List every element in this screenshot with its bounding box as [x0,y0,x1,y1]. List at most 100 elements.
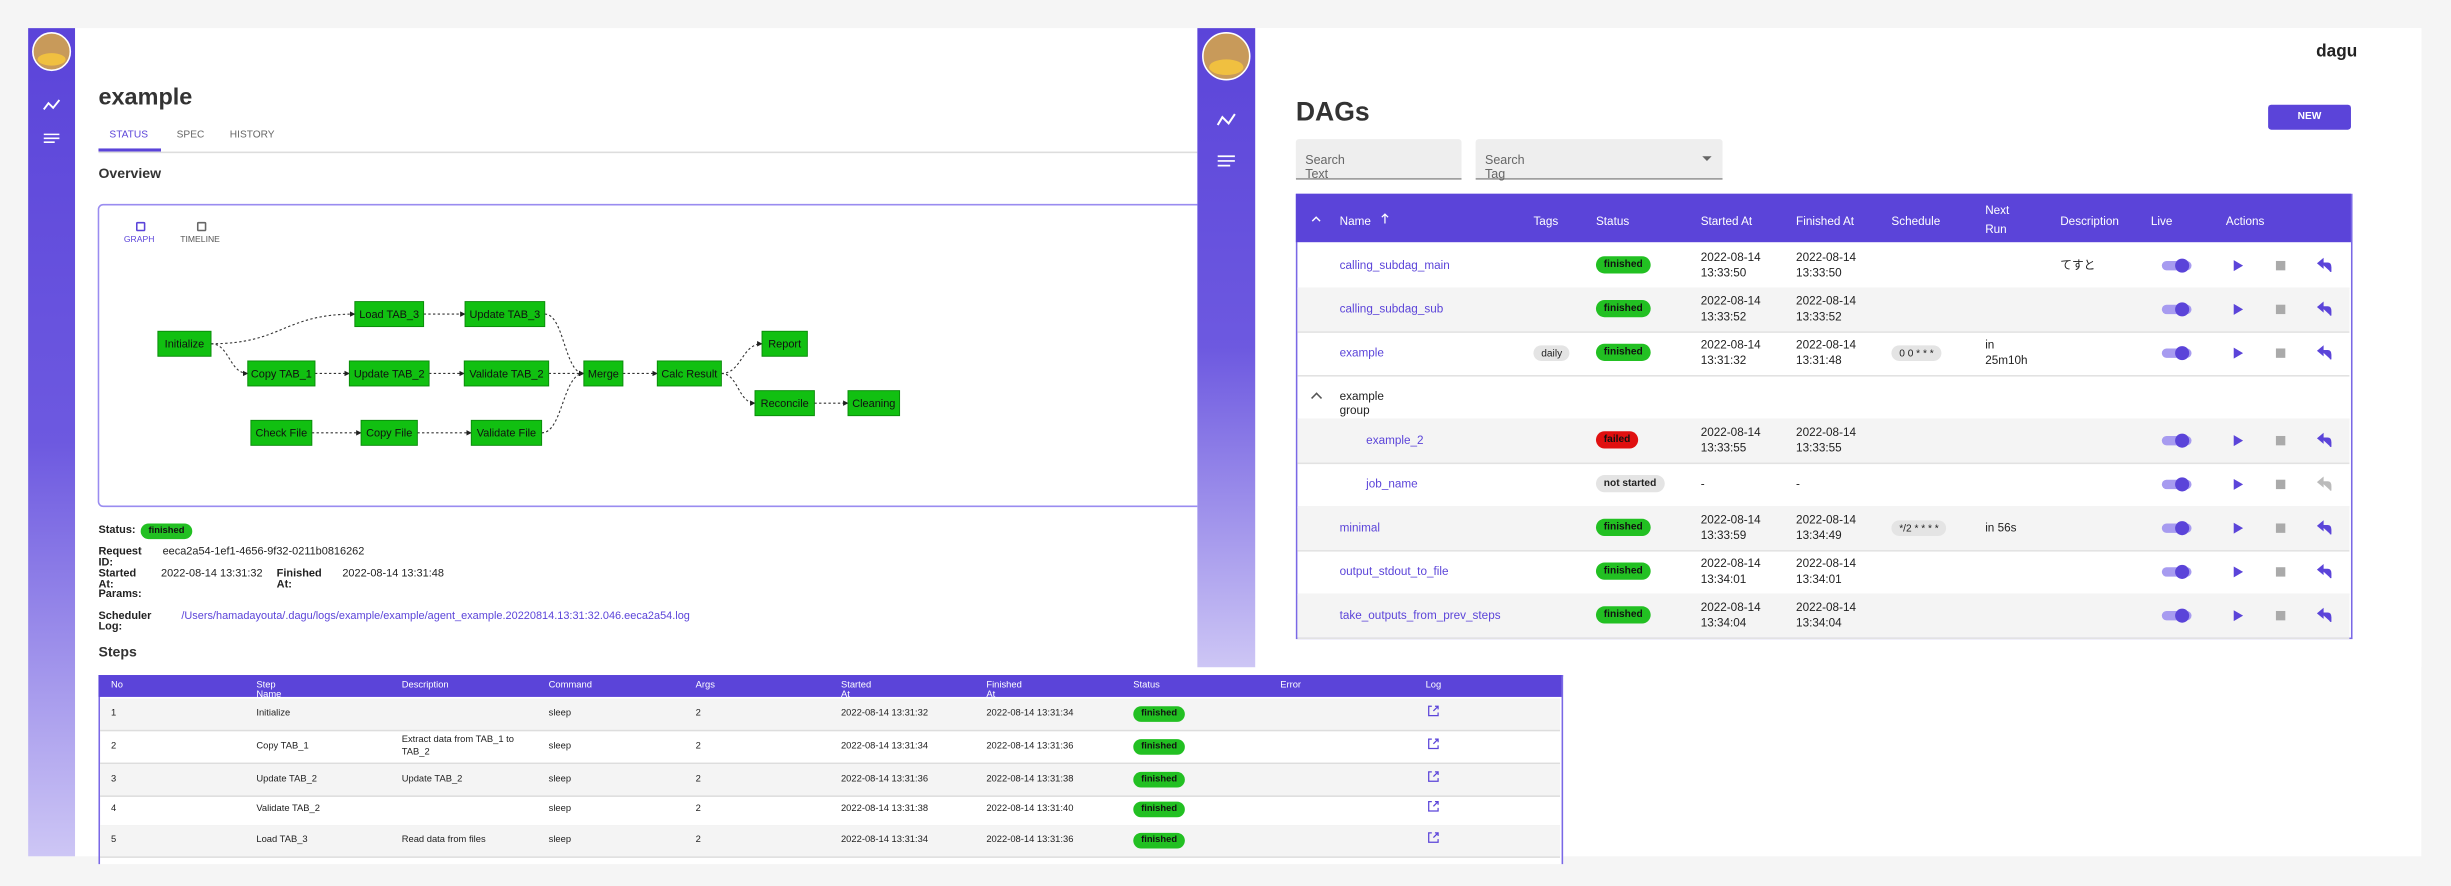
column-header: Status [1133,681,1160,691]
view-tab-icon [196,221,207,232]
cell: 4 [110,804,117,815]
row-controls[interactable] [2157,430,2345,452]
status-badge: finished [1595,343,1651,361]
node [354,301,425,328]
dag-name[interactable]: job_name [1366,476,1418,491]
tab[interactable]: STATUS [109,129,149,141]
view-tab[interactable]: GRAPH [123,235,155,246]
dag-name[interactable]: minimal [1339,520,1381,535]
search-box[interactable] [1475,139,1723,180]
steps-header [98,675,1562,697]
info-label: Params: [98,589,142,601]
cell: 1 [110,709,117,719]
row-divider [100,729,1561,731]
cell: 2022-08-14 13:31:40 [986,804,1074,815]
dag-name[interactable]: calling_subdag_main [1339,257,1450,272]
cell: 3 [110,775,117,785]
search-placeholder: Search Text [1305,153,1345,182]
status-badge: finished [1595,606,1651,624]
tag-chip: daily [1533,345,1570,361]
status-badge: finished [1595,562,1651,580]
cell: Load TAB_3 [256,835,308,846]
node [656,360,722,387]
column-header: Name [1339,214,1371,229]
cell: 2022-08-14 13:34:04 [1700,600,1761,630]
row-divider [100,795,1561,797]
search-box[interactable] [1295,139,1462,180]
node [761,330,808,357]
row-controls[interactable] [2157,605,2345,627]
edge [544,313,585,377]
dropdown-arrow [1702,156,1712,161]
log-link[interactable] [1427,705,1440,718]
column-header: Started At [840,681,872,701]
cell: 2022-08-14 13:34:49 [1796,512,1857,543]
info-label: Started At: [98,568,137,591]
node [360,419,418,446]
schedule-chip: */2 * * * * [1891,520,1947,536]
column-header: Description [401,681,449,691]
cell: 2022-08-14 13:31:34 [840,835,929,846]
left-sidebar [28,28,76,857]
new-button[interactable]: NEW [2268,104,2351,130]
tab[interactable]: SPEC [176,129,205,141]
node [464,301,546,328]
dag-name[interactable]: example [1339,345,1384,360]
cell: 2022-08-14 13:31:38 [840,804,929,815]
info-value: /Users/hamadayouta/.dagu/logs/example/ex… [181,610,690,622]
row-controls[interactable] [2157,473,2345,495]
dag-graph: Initialize Load TAB_3 Update TAB_3 Copy TAB… [97,203,1225,508]
cell: Copy TAB_1 [256,742,309,752]
info-label: Status: [98,525,136,536]
dag-name[interactable]: calling_subdag_sub [1339,301,1444,316]
node-label: Merge [588,368,619,380]
cell: sleep [548,709,572,719]
cell: 2022-08-14 13:31:48 [1796,337,1857,368]
page-title: DAGs [1295,96,1370,127]
cell: 2022-08-14 13:33:52 [1796,293,1857,324]
dag-name[interactable]: take_outputs_from_prev_steps [1339,607,1501,622]
log-link[interactable] [1427,800,1440,813]
column-header: Live [2150,214,2173,229]
schedule-chip: 0 0 * * * [1891,345,1942,361]
log-link[interactable] [1427,738,1440,751]
row-controls[interactable] [2157,517,2345,539]
node-label: Report [768,339,801,351]
cell: 2022-08-14 13:31:34 [986,709,1074,719]
row-controls[interactable] [2157,342,2345,364]
view-tab-icon [135,221,146,232]
node [348,360,430,387]
row-divider [100,856,1561,858]
cell: 2022-08-14 13:31:32 [1700,337,1761,368]
dag-header [1295,193,2351,243]
row-controls[interactable] [2157,561,2345,583]
cell: Validate TAB_2 [256,804,320,815]
column-header: Command [548,681,592,691]
column-header: Finished At [1796,214,1855,229]
log-link[interactable] [1427,831,1440,844]
node [463,360,550,387]
tab-divider [98,150,1198,152]
column-header: Step Name [256,681,282,701]
cell: sleep [548,775,572,785]
cell: sleep [548,804,572,815]
dag-name[interactable]: example_2 [1366,432,1424,447]
section-title: Steps [98,643,137,660]
tab[interactable]: HISTORY [229,129,275,141]
section-title: Overview [98,165,162,182]
edge [210,343,249,377]
log-link[interactable] [1427,770,1440,783]
row-controls[interactable] [2157,298,2345,320]
cell: in 56s [1985,520,2017,535]
status-badge: finished [1133,771,1185,788]
dag-name[interactable]: output_stdout_to_file [1339,564,1449,579]
view-tab[interactable]: TIMELINE [180,235,220,246]
status-badge: finished [1133,739,1185,755]
column-header: Description [2060,214,2119,229]
row-divider [1297,550,2350,551]
row-controls[interactable] [2157,255,2345,277]
node [754,390,815,417]
node-label: Copy TAB_1 [251,368,312,380]
cell: 2022-08-14 13:31:34 [840,742,929,752]
tab-underline [98,148,162,151]
